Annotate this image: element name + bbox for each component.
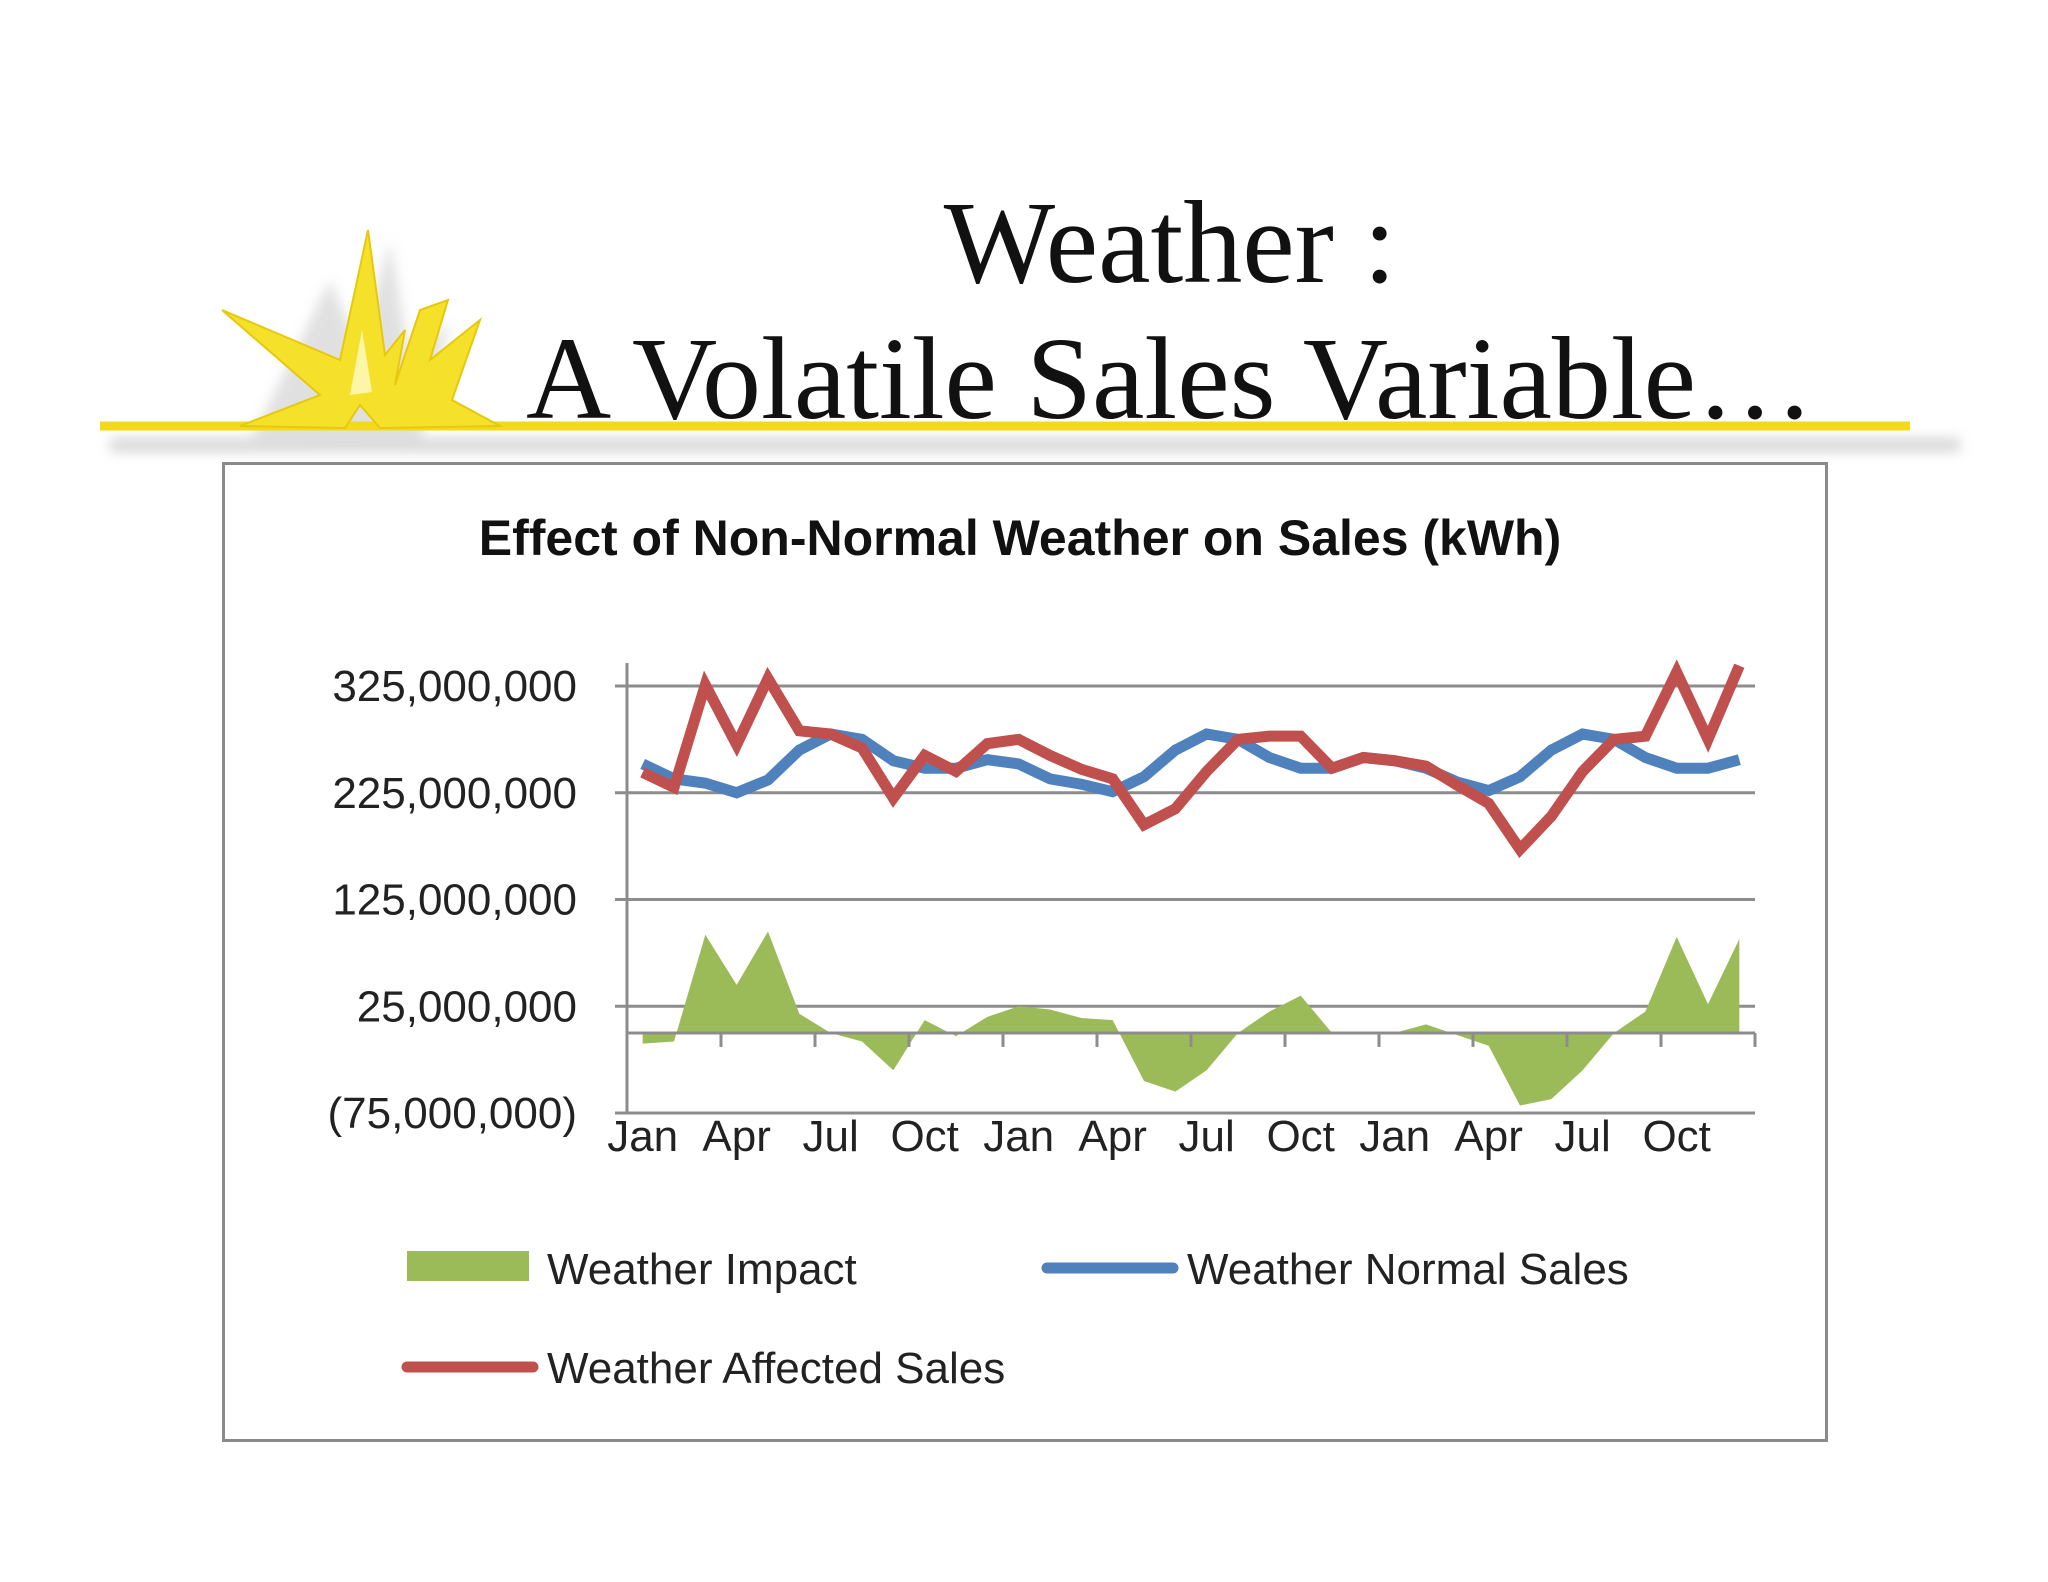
slide-title-line2: A Volatile Sales Variable… — [525, 313, 1815, 444]
x-tick-label: Jan — [607, 1112, 678, 1161]
x-tick-label: Jan — [983, 1112, 1054, 1161]
x-tick-label: Apr — [702, 1112, 770, 1161]
x-tick-label: Jul — [1179, 1112, 1235, 1161]
y-tick-label: 225,000,000 — [332, 769, 577, 818]
y-tick-label: 125,000,000 — [332, 876, 577, 925]
line-layer — [640, 659, 1745, 859]
x-tick-label: Oct — [1266, 1112, 1334, 1161]
x-tick-label: Oct — [1642, 1112, 1710, 1161]
slide-title-line1: Weather : — [943, 177, 1397, 308]
legend-label-weather-affected-sales: Weather Affected Sales — [547, 1344, 1005, 1393]
legend-swatch-weather-impact — [407, 1251, 529, 1281]
chart-frame: Effect of Non-Normal Weather on Sales (k… — [222, 462, 1828, 1442]
starburst-icon — [221, 229, 504, 430]
legend-label-weather-normal-sales: Weather Normal Sales — [1187, 1245, 1629, 1294]
x-tick-label: Apr — [1078, 1112, 1146, 1161]
x-tick-label: Jan — [1359, 1112, 1430, 1161]
x-tick-label: Jul — [803, 1112, 859, 1161]
y-tick-label: 25,000,000 — [357, 982, 577, 1031]
starburst-lightning-logo — [100, 229, 1960, 452]
y-tick-label: (75,000,000) — [327, 1089, 577, 1138]
x-tick-labels: Jan Apr Jul Oct Jan Apr Jul Oct Jan Apr Jul Oct — [607, 1112, 1711, 1161]
weather-impact-area — [642, 931, 1740, 1106]
area-layer — [642, 931, 1740, 1106]
x-tick-label: Jul — [1555, 1112, 1611, 1161]
legend-label-weather-impact: Weather Impact — [547, 1245, 857, 1294]
y-tick-label: 325,000,000 — [332, 662, 577, 711]
x-tick-label: Oct — [890, 1112, 958, 1161]
y-tick-labels: 325,000,000 225,000,000 125,000,000 25,000,… — [327, 662, 577, 1138]
legend: Weather Impact Weather Normal Sales Weathe… — [401, 1245, 1629, 1393]
weather-affected-sales-line — [640, 659, 1745, 859]
chart-title: Effect of Non-Normal Weather on Sales (k… — [479, 510, 1562, 566]
x-tick-label: Apr — [1454, 1112, 1522, 1161]
axes — [625, 663, 1757, 1113]
slide-title: Weather : A Volatile Sales Variable… — [440, 175, 1900, 447]
chart-svg: Effect of Non-Normal Weather on Sales (k… — [327, 510, 1757, 1393]
